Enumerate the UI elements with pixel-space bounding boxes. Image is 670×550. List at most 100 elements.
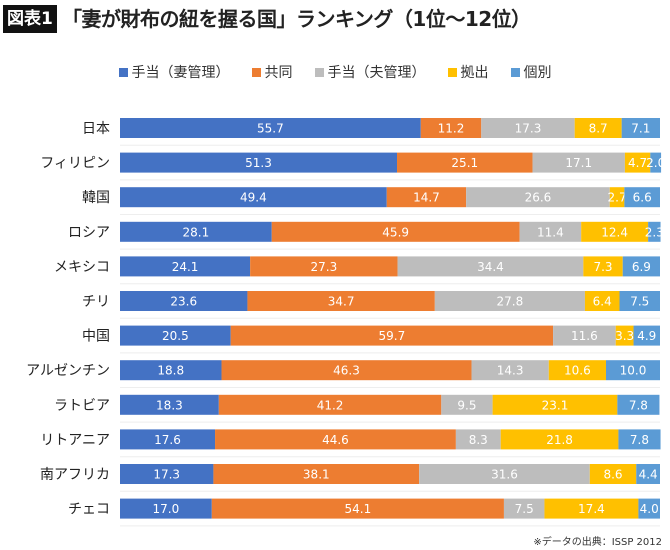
data-label: 7.5 [515, 502, 534, 516]
bar-segment [120, 325, 231, 346]
bar-segment [466, 187, 610, 208]
data-label: 10.6 [564, 364, 591, 378]
bar-segment [574, 118, 622, 138]
data-label: 49.4 [240, 191, 267, 205]
category-label: 南アフリカ [40, 467, 110, 483]
bar-segment [532, 152, 625, 173]
data-label: 24.1 [172, 260, 199, 274]
bar-segment [648, 221, 661, 242]
data-label: 54.1 [345, 502, 372, 516]
bar-segment [230, 325, 554, 346]
category-label: 中国 [82, 329, 110, 345]
bar-segment [211, 498, 504, 519]
data-label: 7.5 [630, 295, 649, 309]
bar-segment [397, 256, 584, 277]
legend-label: 個別 [523, 65, 552, 81]
bar-segment [503, 498, 545, 519]
data-label: 55.7 [257, 122, 284, 136]
data-label: 11.2 [438, 122, 465, 136]
data-label: 23.1 [542, 398, 569, 412]
data-label: 25.1 [451, 156, 478, 170]
bar-segment [120, 360, 222, 381]
data-label: 7.1 [631, 122, 650, 136]
data-label: 3.3 [615, 329, 634, 343]
bar-segment [584, 291, 620, 311]
bar-segment [492, 394, 618, 415]
bar-segment [606, 360, 660, 381]
bar-segment [581, 221, 649, 242]
category-label: リトアニア [40, 432, 110, 448]
data-label: 18.3 [156, 398, 183, 412]
bar-segment [615, 325, 634, 346]
data-label: 7.8 [629, 398, 648, 412]
bar-segment [624, 152, 651, 173]
bar-segment [120, 498, 212, 519]
data-label: 8.3 [469, 433, 488, 447]
data-label: 23.6 [170, 295, 197, 309]
bar-segment [120, 291, 248, 311]
data-label: 59.7 [379, 329, 406, 343]
data-label: 26.6 [525, 191, 552, 205]
data-label: 4.7 [628, 156, 647, 170]
bar-segment [619, 291, 660, 311]
legend-swatch [314, 67, 324, 77]
data-label: 38.1 [303, 468, 330, 482]
bar-segment [621, 118, 660, 138]
bar-segment [622, 256, 660, 277]
data-label: 7.8 [630, 433, 649, 447]
bar-segment [247, 291, 435, 311]
data-label: 20.5 [162, 329, 189, 343]
data-label: 18.8 [157, 364, 184, 378]
data-label: 17.6 [154, 433, 181, 447]
data-label: 45.9 [382, 225, 409, 239]
data-label: 51.3 [245, 156, 272, 170]
category-label: フィリピン [40, 156, 110, 172]
data-label: 17.4 [578, 502, 605, 516]
bar-segment [519, 221, 582, 242]
bar-segment [544, 498, 639, 519]
figure-badge: 図表1 [3, 5, 57, 33]
data-label: 11.4 [537, 225, 564, 239]
data-label: 4.9 [637, 329, 656, 343]
bar-segment [583, 256, 623, 277]
bar-segment [120, 464, 214, 484]
bar-segment [624, 187, 660, 208]
legend-swatch [447, 67, 457, 77]
data-label: 28.1 [183, 225, 210, 239]
data-label: 9.5 [457, 398, 476, 412]
data-label: 17.0 [153, 502, 180, 516]
data-label: 2.3 [645, 225, 664, 239]
data-label: 7.3 [593, 260, 612, 274]
data-label: 14.7 [413, 191, 440, 205]
bar-segment [218, 394, 442, 415]
data-label: 27.3 [310, 260, 337, 274]
legend-swatch [251, 67, 261, 77]
data-label: 17.1 [565, 156, 592, 170]
bar-segment [650, 152, 662, 173]
bar-segment [271, 221, 520, 242]
data-label: 12.4 [601, 225, 628, 239]
bar-segment [548, 360, 606, 381]
legend-swatch [118, 67, 128, 77]
data-label: 10.0 [620, 364, 647, 378]
data-label: 2.0 [646, 156, 665, 170]
data-label: 14.3 [497, 364, 524, 378]
legend-swatch [510, 67, 520, 77]
legend-item: 手当（夫管理） [314, 62, 426, 82]
data-label: 41.2 [317, 398, 344, 412]
data-label: 34.4 [477, 260, 504, 274]
category-label: アルゼンチン [26, 363, 110, 379]
category-label: ラトビア [54, 398, 110, 414]
bar-segment [120, 256, 251, 277]
data-label: 2.7 [608, 191, 627, 205]
data-label: 8.6 [603, 468, 622, 482]
bar-segment [617, 394, 660, 415]
data-label: 8.7 [589, 122, 608, 136]
bar-segment [120, 187, 387, 208]
bar-segment [638, 498, 660, 519]
data-label: 6.4 [593, 295, 612, 309]
legend: 手当（妻管理） 共同 手当（夫管理） 拠出 個別 [0, 62, 670, 82]
category-label: 日本 [82, 121, 110, 137]
